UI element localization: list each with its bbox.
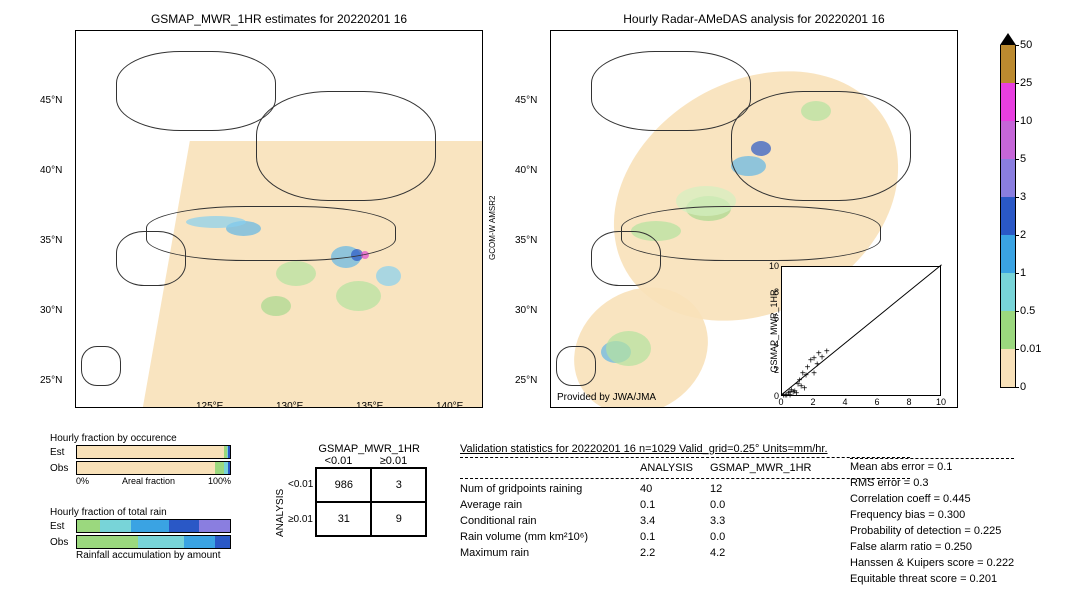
y-tick: 45°N: [40, 95, 62, 106]
colorbar-segment: [1000, 349, 1016, 387]
colorbar-tick: 0: [1020, 381, 1026, 393]
y-tick: 45°N: [515, 95, 537, 106]
map-right: 125°E130°E135°EProvided by JWA/JMA++++++…: [550, 30, 958, 408]
score-row: False alarm ratio = 0.250: [850, 539, 1014, 555]
stats-row: Maximum rain2.24.2: [460, 545, 910, 561]
cont-col-title: GSMAP_MWR_1HR: [311, 443, 427, 455]
fraction-row-label: Est: [50, 521, 72, 532]
stats-row: Rain volume (mm km²10⁶)0.10.0: [460, 529, 910, 545]
score-row: Correlation coeff = 0.445: [850, 491, 1014, 507]
y-tick: 35°N: [515, 235, 537, 246]
x-tick: 130°E: [276, 401, 303, 408]
map-title-left: GSMAP_MWR_1HR estimates for 20220201 16: [75, 12, 483, 26]
x-tick: 140°E: [436, 401, 463, 408]
y-tick: 30°N: [515, 305, 537, 316]
colorbar-segment: [1000, 83, 1016, 121]
scatter-plot: ++++++++++++++++++++++++: [781, 266, 941, 396]
stats-row: Conditional rain3.43.3: [460, 513, 910, 529]
x-tick: 125°E: [196, 401, 223, 408]
fraction-title: Hourly fraction of total rain: [50, 507, 235, 518]
score-stats: Mean abs error = 0.1RMS error = 0.3Corre…: [850, 458, 1014, 587]
fraction-title: Hourly fraction by occurence: [50, 433, 235, 444]
score-row: Hanssen & Kuipers score = 0.222: [850, 555, 1014, 571]
contingency-table: GSMAP_MWR_1HR<0.01≥0.01ANALYSIS<0.01≥0.0…: [275, 443, 427, 537]
y-tick: 25°N: [515, 375, 537, 386]
map-left: 125°E130°E135°E140°E145°E: [75, 30, 483, 408]
scatter-ylabel: GSMAP_MWR_1HR: [769, 266, 779, 396]
map-left-sidelabel: GCOM-W AMSR2: [488, 196, 497, 260]
map-title-right: Hourly Radar-AMeDAS analysis for 2022020…: [550, 12, 958, 26]
fraction-bar: [76, 519, 231, 533]
attribution: Provided by JWA/JMA: [557, 392, 656, 403]
y-tick: 40°N: [40, 165, 62, 176]
fraction-bar: [76, 461, 231, 475]
colorbar-segment: [1000, 235, 1016, 273]
stats-title: Validation statistics for 20220201 16 n=…: [460, 443, 910, 455]
cont-row-title: ANALYSIS: [275, 467, 286, 537]
stats-row: Average rain0.10.0: [460, 497, 910, 513]
fraction-row-label: Obs: [50, 537, 72, 548]
y-tick: 35°N: [40, 235, 62, 246]
colorbar-tick: 1: [1020, 267, 1026, 279]
colorbar-tick: 5: [1020, 153, 1026, 165]
fraction-footer: Rainfall accumulation by amount: [76, 550, 235, 561]
fraction-total: Hourly fraction of total rain Est Obs Rainf…: [50, 507, 235, 561]
colorbar-segment: [1000, 311, 1016, 349]
colorbar-tick: 50: [1020, 39, 1032, 51]
colorbar-tick: 3: [1020, 191, 1026, 203]
fraction-bar: [76, 445, 231, 459]
fraction-row-label: Obs: [50, 463, 72, 474]
score-row: Equitable threat score = 0.201: [850, 571, 1014, 587]
colorbar-segment: [1000, 159, 1016, 197]
colorbar-tick: 0.01: [1020, 343, 1041, 355]
validation-stats: Validation statistics for 20220201 16 n=…: [460, 443, 910, 561]
stats-row: Num of gridpoints raining4012: [460, 481, 910, 497]
colorbar-arrow-icon: [1000, 33, 1016, 45]
y-tick: 25°N: [40, 375, 62, 386]
colorbar-tick: 0.5: [1020, 305, 1035, 317]
cont-cells: 9863319: [315, 467, 427, 537]
fraction-row-label: Est: [50, 447, 72, 458]
colorbar-segment: [1000, 121, 1016, 159]
fraction-occurrence: Hourly fraction by occurenceEstObs0%Area…: [50, 433, 235, 486]
y-tick: 30°N: [40, 305, 62, 316]
colorbar-tick: 2: [1020, 229, 1026, 241]
score-row: Probability of detection = 0.225: [850, 523, 1014, 539]
x-tick: 135°E: [356, 401, 383, 408]
score-row: RMS error = 0.3: [850, 475, 1014, 491]
fraction-bar: [76, 535, 231, 549]
colorbar-segment: [1000, 273, 1016, 311]
score-row: Mean abs error = 0.1: [850, 459, 1014, 475]
colorbar-segment: [1000, 45, 1016, 83]
colorbar-segment: [1000, 197, 1016, 235]
colorbar-tick: 10: [1020, 115, 1032, 127]
score-row: Frequency bias = 0.300: [850, 507, 1014, 523]
y-tick: 40°N: [515, 165, 537, 176]
colorbar-tick: 25: [1020, 77, 1032, 89]
